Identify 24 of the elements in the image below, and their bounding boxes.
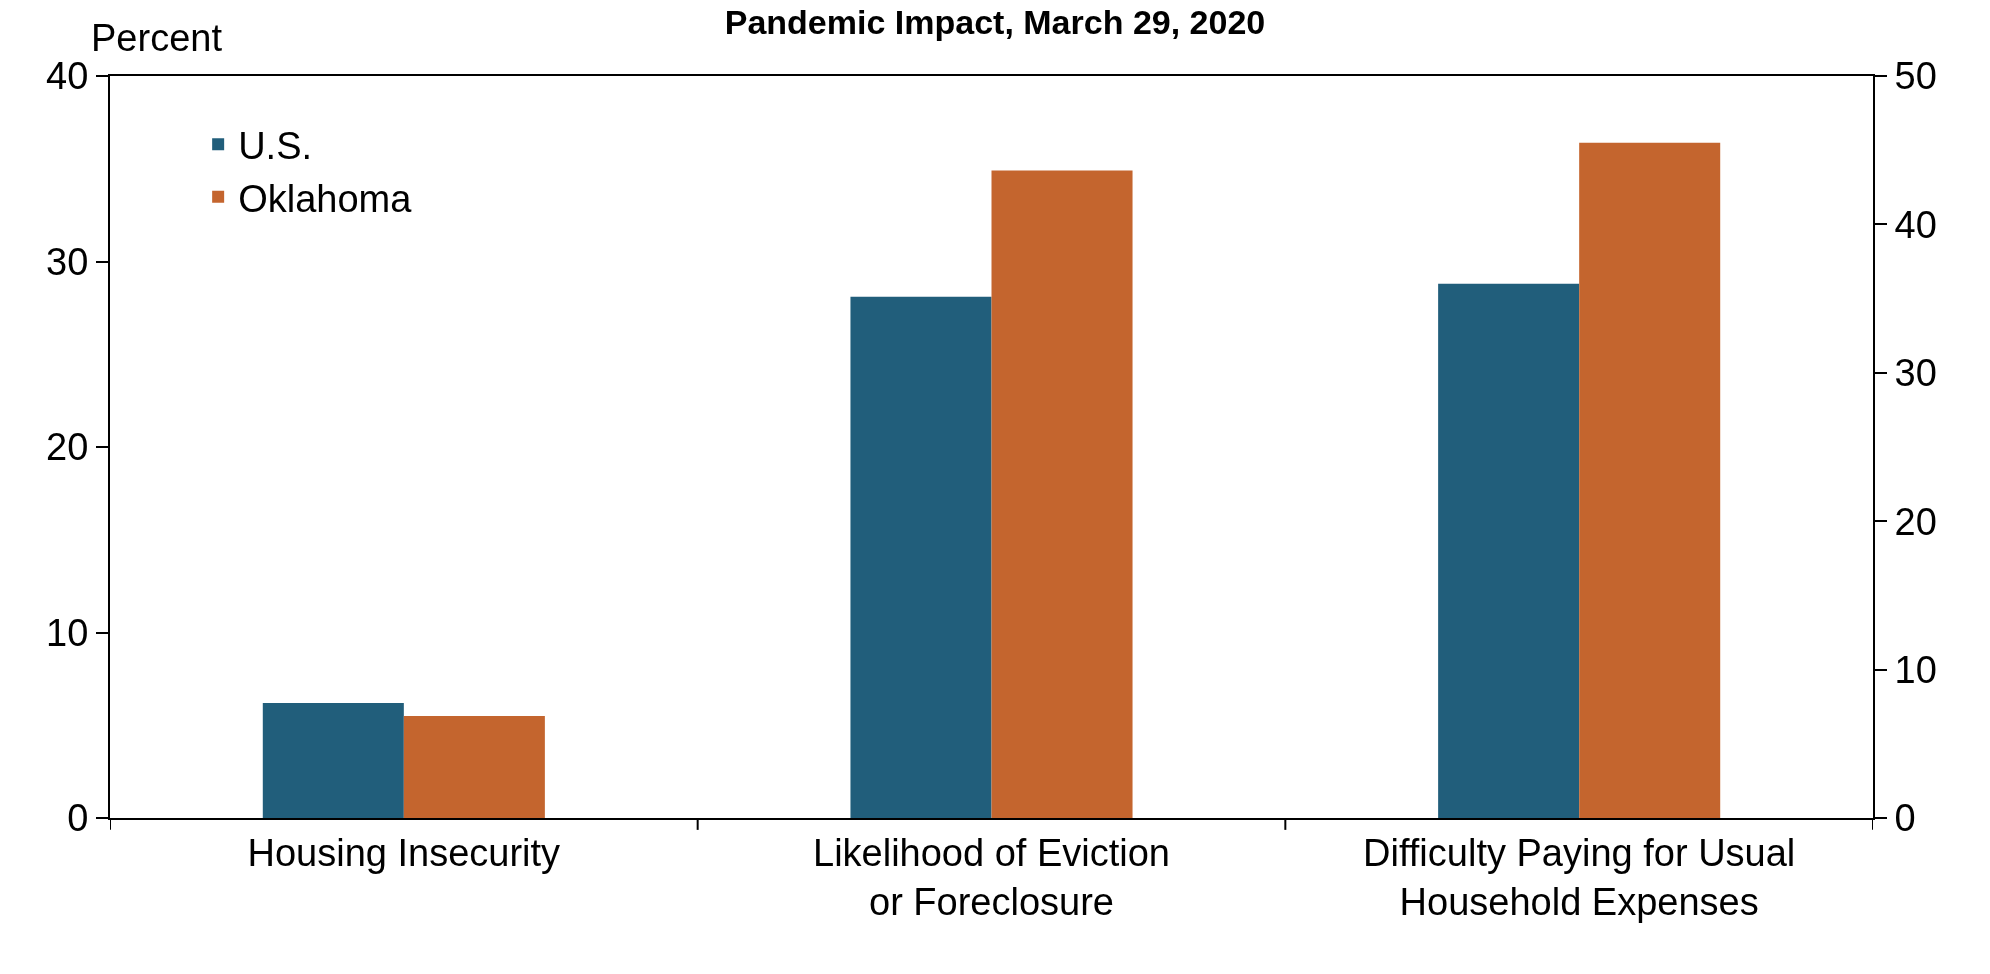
bar bbox=[403, 715, 545, 818]
x-tick-label: Housing Insecurity bbox=[247, 831, 561, 874]
y2-tick-label: 30 bbox=[1894, 352, 1937, 395]
y2-tick-label: 50 bbox=[1894, 55, 1937, 98]
y-tick-label: 20 bbox=[46, 426, 89, 469]
y-tick-label: 40 bbox=[46, 55, 89, 98]
y2-tick-label: 20 bbox=[1894, 500, 1937, 543]
bar bbox=[1438, 283, 1580, 818]
x-tick-label: Likelihood of Eviction or Foreclosure bbox=[813, 831, 1170, 923]
y2-tick-label: 0 bbox=[1894, 797, 1916, 840]
y-tick-label: 0 bbox=[67, 797, 89, 840]
legend-label: Oklahoma bbox=[238, 177, 413, 220]
bar bbox=[262, 702, 404, 818]
y-axis-title: Percent bbox=[91, 17, 223, 59]
bar bbox=[1579, 142, 1721, 818]
bar bbox=[850, 296, 992, 818]
x-tick-label: Difficulty Paying for Usual Household Expenses bbox=[1363, 831, 1796, 923]
y2-tick-label: 10 bbox=[1894, 648, 1937, 691]
y2-tick-label: 40 bbox=[1894, 203, 1937, 246]
legend-label: U.S. bbox=[238, 125, 313, 168]
y-tick-label: 10 bbox=[46, 611, 89, 654]
chart-title: Pandemic Impact, March 29, 2020 bbox=[724, 2, 1266, 41]
y-tick-label: 30 bbox=[46, 240, 89, 283]
bar bbox=[991, 170, 1133, 818]
